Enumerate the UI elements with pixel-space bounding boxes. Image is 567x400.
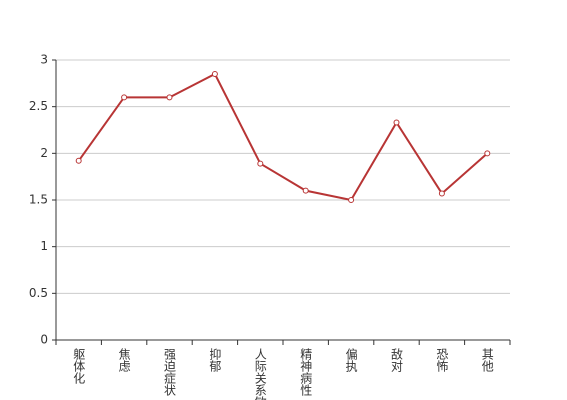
x-tick-label: 焦虑 <box>117 348 131 372</box>
x-tick-label: 偏执 <box>344 347 358 373</box>
point <box>348 197 355 203</box>
x-tick-label: 人际关系敏感 <box>253 348 267 400</box>
x-tick-label: 其他 <box>480 348 494 372</box>
point <box>438 190 445 197</box>
point <box>211 71 218 77</box>
x-tick-label: 强迫症状 <box>163 348 177 396</box>
y-tick-label: 1 <box>40 239 48 253</box>
y-tick-label: 2.5 <box>29 99 48 113</box>
point <box>257 160 264 167</box>
x-tick-label: 精神病性 <box>299 348 313 397</box>
point <box>121 94 128 101</box>
x-tick-label: 抑郁 <box>208 347 222 373</box>
x-tick-label: 敌对 <box>390 347 404 372</box>
point <box>302 187 309 194</box>
point <box>484 150 491 157</box>
y-tick-label: 3 <box>40 53 48 67</box>
y-tick-label: 0.5 <box>29 286 48 300</box>
line <box>77 72 488 202</box>
y-tick-label: 0 <box>40 333 48 347</box>
point <box>393 119 400 126</box>
point <box>166 94 173 101</box>
point <box>75 157 82 164</box>
x-tick-label: 恐怖 <box>435 348 449 372</box>
y-tick-label: 1.5 <box>29 193 48 207</box>
y-tick-label: 2 <box>40 146 48 160</box>
x-tick-label: 躯体化 <box>72 347 86 385</box>
